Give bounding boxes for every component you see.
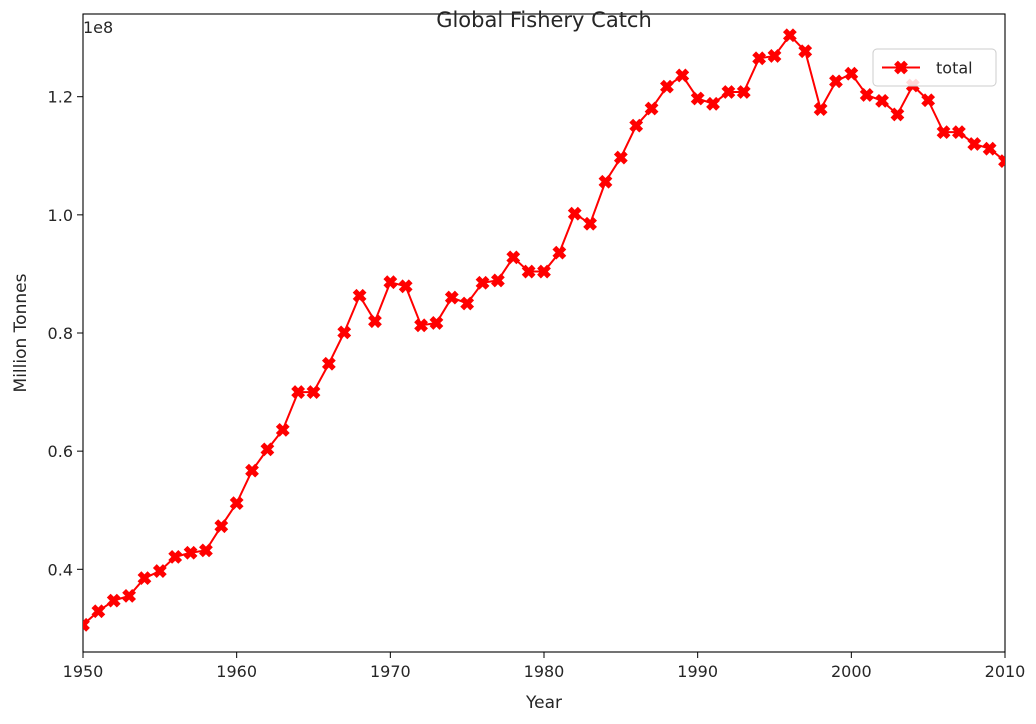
- data-point-2010: [998, 154, 1005, 168]
- data-point-1952: [106, 593, 121, 608]
- data-point-1960: [229, 496, 244, 511]
- data-point-1987: [644, 101, 659, 116]
- x-tick-label: 1960: [216, 662, 257, 681]
- data-point-1958: [199, 543, 213, 558]
- data-point-2006: [936, 125, 951, 140]
- data-point-1977: [491, 273, 505, 288]
- data-point-1998: [813, 102, 828, 117]
- data-point-1989: [675, 68, 690, 83]
- data-point-1990: [690, 91, 705, 106]
- legend-label: total: [936, 59, 973, 78]
- data-point-1975: [460, 296, 475, 311]
- data-point-2007: [952, 125, 966, 140]
- data-point-1981: [552, 245, 567, 260]
- y-tick-label: 1.0: [48, 206, 73, 225]
- data-point-1984: [598, 174, 613, 189]
- data-point-1988: [660, 79, 674, 94]
- data-point-1991: [706, 96, 720, 111]
- data-point-1972: [414, 318, 428, 333]
- data-point-2003: [890, 107, 905, 122]
- data-point-1968: [352, 288, 367, 303]
- x-tick-label: 2000: [831, 662, 872, 681]
- data-point-1956: [168, 549, 183, 564]
- x-tick-label: 1980: [524, 662, 565, 681]
- data-point-2000: [844, 66, 859, 81]
- data-point-1963: [275, 422, 290, 437]
- data-point-1962: [260, 442, 275, 457]
- x-tick-label: 1990: [677, 662, 718, 681]
- y-axis-label: Million Tonnes: [11, 273, 31, 392]
- data-point-1986: [629, 118, 644, 133]
- legend: total: [872, 48, 997, 87]
- data-point-2008: [967, 137, 982, 151]
- data-point-1985: [613, 150, 628, 165]
- data-point-2002: [875, 93, 889, 108]
- data-point-2005: [921, 93, 936, 108]
- data-point-1978: [506, 250, 521, 265]
- y-axis-offset-label: 1e8: [83, 18, 113, 37]
- plot-area-frame: [82, 13, 1006, 653]
- data-point-1992: [721, 85, 736, 99]
- x-tick-label: 1970: [370, 662, 411, 681]
- data-point-1983: [583, 216, 597, 231]
- data-point-1959: [214, 519, 229, 534]
- y-tick-label: 1.2: [48, 88, 73, 107]
- data-point-1973: [429, 316, 444, 330]
- data-point-1996: [782, 28, 797, 43]
- data-point-1953: [122, 588, 136, 603]
- x-tick-label: 1950: [63, 662, 104, 681]
- data-point-1971: [398, 279, 413, 294]
- data-point-1954: [137, 571, 152, 586]
- legend-box: [872, 48, 997, 87]
- data-point-1970: [383, 275, 398, 290]
- legend-marker-swatch: [894, 60, 908, 75]
- data-point-1974: [444, 290, 459, 305]
- data-point-1967: [337, 325, 352, 340]
- data-point-2009: [982, 141, 997, 156]
- data-point-1951: [91, 604, 106, 619]
- data-point-1965: [306, 385, 321, 399]
- y-tick-label: 0.8: [48, 324, 73, 343]
- x-axis-ticks: 1950 1960 1970 1980 1990 2000 2010: [63, 652, 1026, 681]
- y-tick-label: 0.6: [48, 442, 73, 461]
- chart-title: Global Fishery Catch: [436, 8, 652, 32]
- data-point-1999: [829, 74, 843, 89]
- data-point-1995: [767, 49, 782, 63]
- y-tick-label: 0.4: [48, 560, 73, 579]
- data-point-1950: [83, 617, 90, 632]
- axes-frame: [82, 13, 1006, 653]
- data-point-1976: [475, 275, 490, 290]
- data-point-1964: [291, 385, 306, 399]
- data-point-1957: [183, 545, 198, 560]
- data-point-1961: [245, 463, 259, 478]
- data-point-1997: [798, 44, 813, 59]
- data-point-1955: [152, 564, 167, 578]
- data-point-2001: [859, 88, 874, 102]
- data-point-1982: [567, 206, 582, 221]
- x-tick-label: 2010: [985, 662, 1026, 681]
- series-layer: [83, 28, 1005, 632]
- data-point-1993: [736, 85, 751, 99]
- x-axis-label: Year: [525, 693, 562, 713]
- series-line-total: [83, 34, 1005, 626]
- data-point-1994: [752, 51, 767, 66]
- y-axis-ticks: 0.4 0.6 0.8 1.0 1.2: [48, 88, 83, 579]
- data-point-1966: [321, 356, 336, 371]
- data-point-1979: [521, 264, 536, 279]
- data-point-1980: [537, 264, 551, 279]
- data-point-1969: [368, 314, 382, 329]
